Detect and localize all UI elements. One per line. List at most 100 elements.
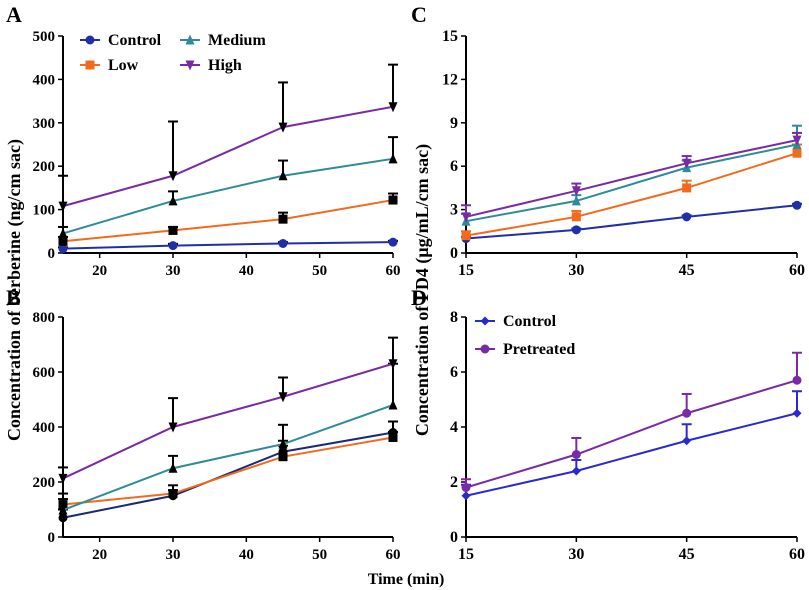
series-line xyxy=(465,379,798,489)
data-point xyxy=(571,195,581,206)
series-low xyxy=(461,143,802,241)
legend-label: High xyxy=(208,57,242,74)
legend-marker xyxy=(85,60,95,70)
series-low xyxy=(58,192,398,246)
data-point xyxy=(278,392,288,403)
x-tick-label: 20 xyxy=(92,263,107,279)
data-point xyxy=(682,183,692,193)
data-point xyxy=(58,513,68,523)
legend-label: Medium xyxy=(208,32,266,49)
x-tick-label: 50 xyxy=(312,547,327,563)
data-point xyxy=(58,201,68,212)
legend-label: Control xyxy=(503,313,557,330)
series-medium xyxy=(58,136,398,238)
data-point xyxy=(168,422,178,433)
data-point xyxy=(278,438,288,449)
x-tick-label: 30 xyxy=(568,262,584,279)
series-line xyxy=(62,157,394,235)
data-point xyxy=(388,359,398,370)
chart-panel-c: 0 3 6 9 12 15 15 30 45 60 xyxy=(442,28,805,279)
y-tick-label: 0 xyxy=(48,530,56,546)
data-point xyxy=(388,102,398,113)
data-point xyxy=(58,236,68,246)
series-control xyxy=(461,200,802,244)
y-axis-title-left: Concentration of berberine (ng/cm sac) xyxy=(4,139,25,441)
y-tick-label: 6 xyxy=(450,364,458,381)
y-tick-label: 8 xyxy=(450,309,458,326)
data-point xyxy=(168,225,178,235)
data-point xyxy=(792,135,802,146)
y-tick-label: 600 xyxy=(33,365,56,381)
data-point xyxy=(682,408,692,418)
series-line xyxy=(465,143,798,223)
y-tick-label: 6 xyxy=(450,158,458,175)
x-tick-label: 60 xyxy=(789,546,805,563)
legend-marker xyxy=(185,34,195,45)
legend-marker xyxy=(480,316,490,326)
data-point xyxy=(792,408,802,418)
series-line xyxy=(62,404,394,511)
y-tick-label: 200 xyxy=(33,159,56,175)
panel-label-c: C xyxy=(411,2,427,27)
data-point xyxy=(388,432,398,442)
y-tick-label: 9 xyxy=(450,115,458,132)
x-tick-label: 40 xyxy=(239,547,254,563)
series-medium xyxy=(58,362,398,515)
data-point xyxy=(278,238,288,248)
series-high xyxy=(58,63,398,212)
panel-label-d: D xyxy=(411,285,427,310)
data-point xyxy=(58,504,68,515)
x-tick-label: 15 xyxy=(458,546,474,563)
x-tick-label: 40 xyxy=(239,263,254,279)
data-point xyxy=(461,491,471,501)
data-point xyxy=(792,200,802,210)
data-point xyxy=(571,212,581,222)
series-line xyxy=(62,105,394,208)
data-point xyxy=(461,483,471,492)
series-line xyxy=(465,412,798,497)
data-point xyxy=(388,237,398,247)
series-pretreated xyxy=(461,351,802,492)
legend-marker xyxy=(85,35,95,45)
x-tick-label: 30 xyxy=(166,547,181,563)
legend: Control Pretreated xyxy=(475,313,575,358)
x-tick-label: 30 xyxy=(166,263,181,279)
data-point xyxy=(461,212,471,223)
x-tick-label: 30 xyxy=(568,546,584,563)
data-point xyxy=(168,489,178,499)
data-point xyxy=(278,122,288,133)
x-axis-title: Time (min) xyxy=(368,571,445,588)
data-point xyxy=(168,462,178,473)
y-tick-label: 15 xyxy=(442,28,458,45)
data-point xyxy=(168,241,178,251)
series-line xyxy=(465,204,798,240)
y-axis-title-right: Concentration of FD4 (μg/mL/cm sac) xyxy=(412,144,433,436)
y-tick-label: 400 xyxy=(33,420,56,436)
x-tick-label: 45 xyxy=(679,262,695,279)
x-tick-label: 45 xyxy=(679,546,695,563)
y-tick-label: 2 xyxy=(450,474,458,491)
data-point xyxy=(278,452,288,462)
data-point xyxy=(168,171,178,182)
series-line xyxy=(62,241,394,250)
panel-label-a: A xyxy=(6,2,22,27)
series-high xyxy=(58,336,398,484)
x-tick-label: 60 xyxy=(386,547,401,563)
y-tick-label: 300 xyxy=(33,116,56,132)
data-point xyxy=(571,186,581,197)
data-point xyxy=(278,214,288,224)
chart-panel-d: 0 2 4 6 8 15 30 45 60 Control Pretreated xyxy=(450,309,805,563)
y-tick-label: 200 xyxy=(33,475,56,491)
series-line xyxy=(62,431,394,519)
y-tick-label: 400 xyxy=(33,72,56,88)
data-point xyxy=(682,158,692,169)
data-point xyxy=(461,231,471,241)
x-tick-label: 15 xyxy=(458,262,474,279)
data-point xyxy=(58,244,68,254)
series-low xyxy=(58,430,398,510)
y-tick-label: 3 xyxy=(450,202,458,219)
data-point xyxy=(682,436,692,446)
legend-label: Pretreated xyxy=(503,341,575,358)
x-tick-label: 60 xyxy=(789,262,805,279)
chart-panel-b: 0 200 400 600 800 20 30 40 50 60 xyxy=(33,310,401,563)
